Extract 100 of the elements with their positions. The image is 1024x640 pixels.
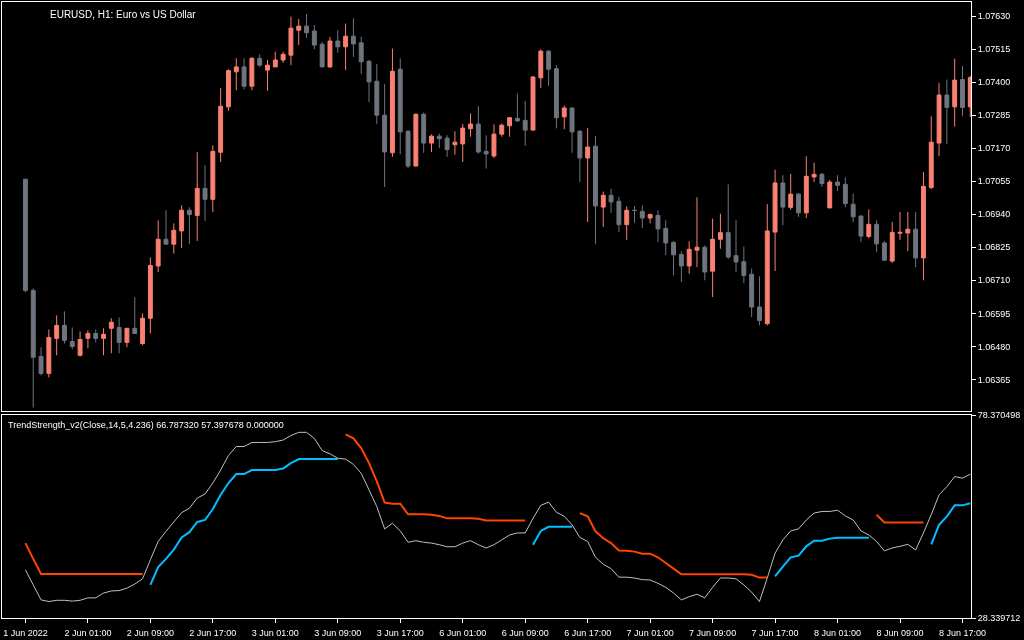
- x-tick-label: 6 Jun 09:00: [501, 627, 549, 638]
- candlestick: [389, 48, 395, 158]
- candlestick: [304, 13, 309, 39]
- x-tick-label: 2 Jun 17:00: [189, 627, 237, 638]
- y-tick-label: 1.07170: [977, 143, 1011, 154]
- candlestick: [561, 104, 567, 130]
- candlestick: [499, 123, 505, 138]
- candlestick: [905, 211, 911, 252]
- candlestick: [538, 48, 544, 89]
- x-tick-label: 2 Jun 09:00: [126, 627, 174, 638]
- candlestick: [124, 327, 130, 348]
- candlestick: [842, 177, 848, 208]
- x-tick-label: 3 Jun 09:00: [314, 627, 362, 638]
- x-tick-label: 7 Jun 01:00: [626, 627, 674, 638]
- candlestick: [85, 329, 91, 349]
- candlestick: [788, 173, 794, 211]
- candlestick: [210, 144, 216, 213]
- candlestick: [530, 75, 536, 132]
- candlestick: [671, 240, 677, 276]
- candlestick: [218, 87, 224, 163]
- candlestick: [569, 106, 575, 154]
- candlestick: [733, 219, 739, 273]
- candlestick: [421, 112, 427, 154]
- candlestick: [147, 256, 153, 334]
- x-tick-label: 6 Jun 01:00: [439, 627, 487, 638]
- y-tick-label: 1.06595: [977, 308, 1011, 319]
- candlestick: [717, 213, 723, 250]
- candlestick: [647, 213, 653, 224]
- x-tick-label: 7 Jun 17:00: [751, 627, 799, 638]
- candlestick: [819, 172, 825, 188]
- candlestick: [702, 244, 708, 281]
- candlestick: [460, 123, 466, 163]
- candlestick: [522, 100, 528, 147]
- candlestick: [889, 221, 895, 264]
- candlestick: [429, 133, 434, 153]
- y-tick-label: 28.339712: [977, 613, 1021, 624]
- candlestick: [257, 53, 263, 68]
- candlestick: [928, 115, 934, 190]
- candlestick: [233, 57, 239, 91]
- candlestick: [514, 93, 520, 123]
- candlestick: [780, 174, 786, 226]
- candlestick: [374, 63, 380, 125]
- candlestick: [140, 312, 146, 346]
- candlestick: [655, 209, 661, 243]
- candlestick: [343, 23, 349, 71]
- candlestick: [835, 174, 840, 192]
- candlestick: [553, 64, 559, 129]
- candlestick: [757, 275, 762, 326]
- y-tick-label: 1.07285: [977, 110, 1011, 121]
- candlestick: [452, 130, 458, 156]
- candlestick: [850, 193, 856, 223]
- candlestick: [741, 245, 747, 284]
- candlestick: [827, 179, 833, 209]
- candlestick: [764, 203, 770, 326]
- candlestick: [93, 328, 99, 343]
- candlestick: [38, 346, 44, 376]
- candlestick: [858, 214, 864, 243]
- candlestick: [163, 209, 169, 245]
- candlestick: [249, 56, 255, 91]
- candlestick: [202, 164, 208, 222]
- candlestick: [663, 219, 669, 256]
- candlestick: [319, 41, 325, 68]
- x-tick-label: 8 Jun 09:00: [876, 627, 924, 638]
- candlestick: [265, 59, 270, 92]
- candlestick: [796, 192, 801, 218]
- candlestick: [577, 129, 583, 183]
- y-tick-label: 1.07055: [977, 176, 1011, 187]
- candlestick: [179, 204, 185, 249]
- x-tick-label: 8 Jun 17:00: [938, 627, 987, 638]
- candlestick: [897, 211, 903, 241]
- candlestick: [69, 326, 75, 350]
- candlestick: [30, 287, 36, 409]
- candlestick: [624, 205, 630, 241]
- candlestick: [632, 205, 637, 224]
- candlestick: [405, 129, 411, 169]
- candlestick: [116, 316, 122, 354]
- candlestick: [468, 112, 473, 138]
- candlestick: [444, 134, 450, 158]
- candlestick: [936, 82, 942, 157]
- candlestick: [171, 222, 177, 255]
- candlestick: [772, 169, 778, 272]
- candlestick: [881, 240, 887, 262]
- candlestick: [725, 183, 731, 260]
- y-tick-label: 1.07630: [977, 11, 1011, 22]
- candlestick: [77, 330, 83, 357]
- y-tick-label: 1.06825: [977, 242, 1011, 253]
- candlestick: [608, 188, 614, 214]
- candlestick: [436, 133, 442, 149]
- candlestick: [913, 211, 919, 268]
- candlestick: [874, 219, 880, 253]
- x-tick-label: 7 Jun 09:00: [689, 627, 737, 638]
- candlestick: [397, 58, 403, 155]
- candlestick: [358, 36, 364, 75]
- text: EURUSD, H1: Euro vs US Dollar: [50, 9, 197, 20]
- y-tick-label: 1.06480: [977, 341, 1011, 352]
- candlestick: [241, 57, 247, 90]
- candlestick: [272, 51, 278, 68]
- candlestick: [335, 29, 341, 54]
- candlestick: [288, 16, 294, 66]
- candlestick: [280, 51, 286, 64]
